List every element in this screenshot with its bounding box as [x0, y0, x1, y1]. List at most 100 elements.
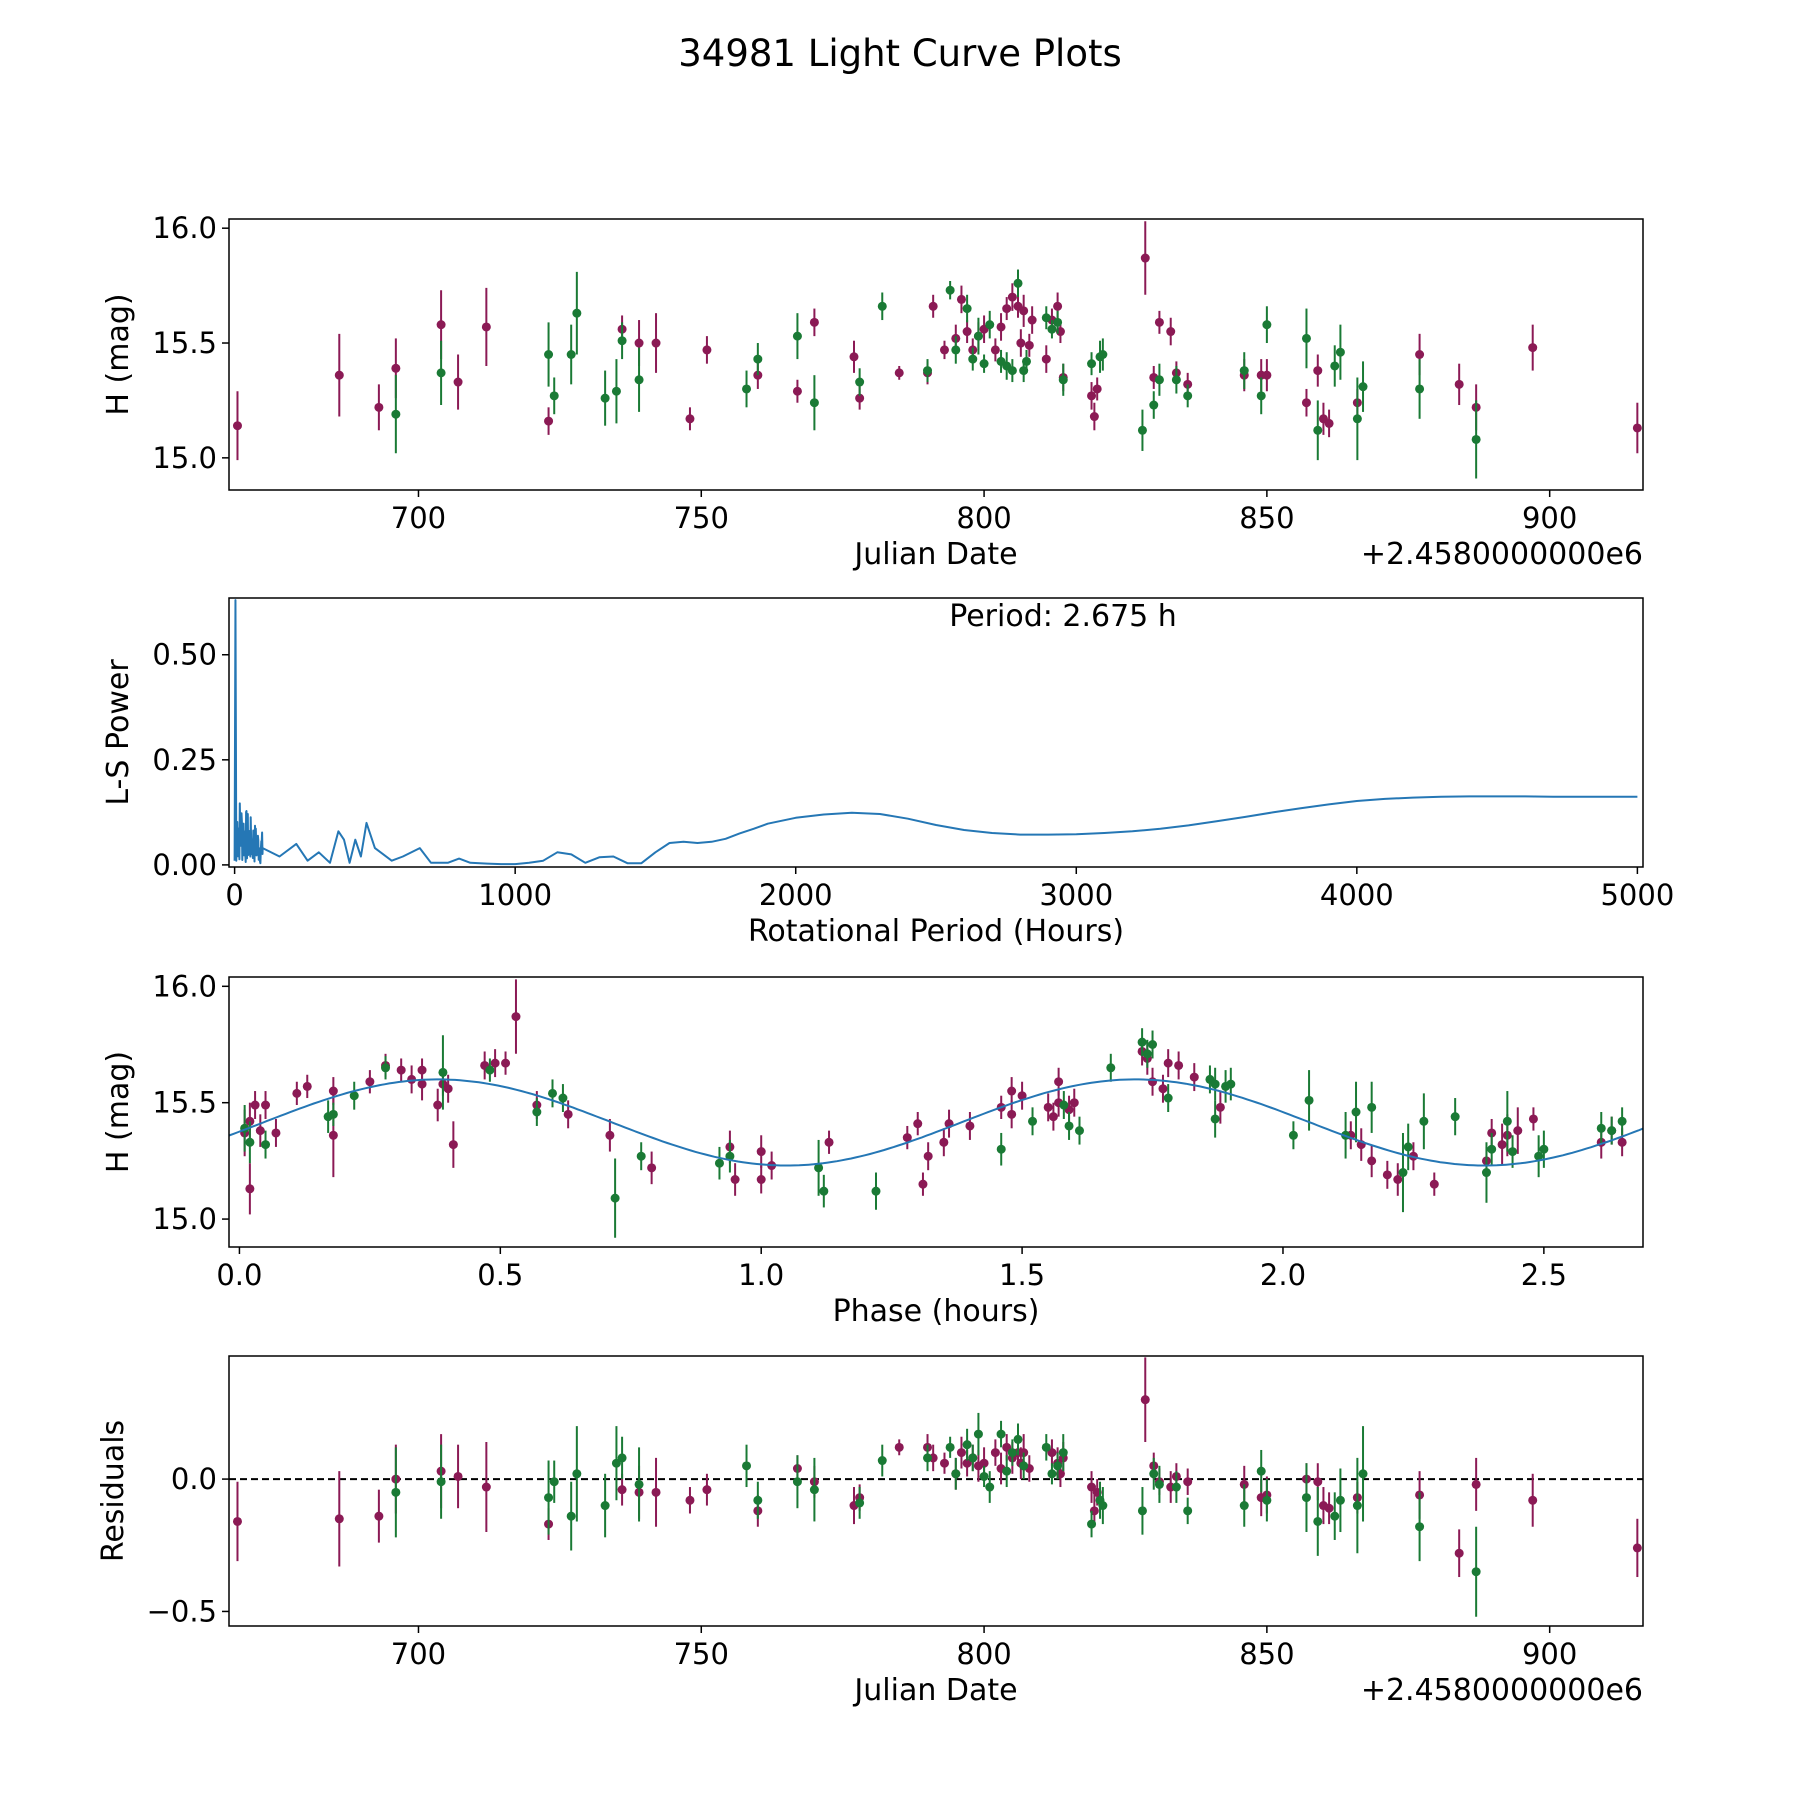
data-point	[685, 414, 695, 424]
data-point	[877, 1456, 887, 1466]
data-point	[1352, 414, 1362, 424]
y-tick-label: 0.0	[171, 1462, 217, 1496]
x-tick-label: 850	[1239, 1637, 1294, 1671]
axes-frame	[228, 1355, 1644, 1627]
plot-area	[233, 599, 1638, 866]
data-point	[563, 1109, 573, 1119]
data-point	[1183, 1477, 1193, 1487]
data-point	[1041, 1442, 1051, 1452]
data-point	[809, 1485, 819, 1495]
data-point	[391, 1487, 401, 1497]
axes-frame	[228, 218, 1644, 491]
data-point	[544, 416, 554, 426]
data-point	[572, 1469, 582, 1479]
data-point	[1007, 1086, 1017, 1096]
data-point	[1002, 304, 1012, 314]
data-point	[566, 350, 576, 359]
x-tick-label: 700	[391, 501, 446, 535]
data-point	[1262, 1495, 1272, 1505]
plot-area	[229, 979, 1643, 1238]
data-point	[647, 1163, 657, 1173]
y-axis-label: L-S Power	[101, 659, 136, 806]
data-point	[702, 345, 712, 355]
data-point	[990, 1448, 1000, 1458]
data-point	[945, 285, 955, 295]
data-point	[1471, 1567, 1481, 1577]
data-point	[1239, 366, 1249, 376]
x-axis-label: Julian Date	[852, 1673, 1017, 1708]
series-r	[232, 221, 1642, 461]
data-point	[544, 350, 554, 359]
data-point	[250, 1100, 260, 1110]
data-point	[1158, 1084, 1168, 1094]
data-point	[1403, 1142, 1413, 1152]
data-point	[617, 336, 627, 346]
data-point	[894, 368, 904, 378]
data-point	[549, 391, 559, 401]
data-point	[1149, 400, 1159, 410]
data-point	[792, 386, 802, 396]
data-point	[443, 1084, 453, 1094]
data-point	[1137, 425, 1147, 435]
data-point	[1324, 418, 1334, 428]
data-point	[939, 1137, 949, 1147]
data-point	[792, 1477, 802, 1487]
data-point	[1058, 375, 1068, 385]
data-point	[1007, 292, 1017, 302]
data-point	[1288, 1130, 1298, 1140]
data-point	[617, 1453, 627, 1463]
data-point	[1215, 1102, 1225, 1112]
data-point	[1171, 375, 1181, 385]
data-point	[968, 354, 978, 364]
data-point	[973, 1429, 983, 1439]
data-point	[1301, 1493, 1311, 1503]
x-axis-label: Rotational Period (Hours)	[748, 914, 1124, 949]
data-point	[990, 345, 1000, 355]
data-point	[1313, 425, 1323, 435]
data-point	[996, 1429, 1006, 1439]
x-offset-label: +2.4580000000e6	[1361, 1673, 1643, 1708]
data-point	[617, 1485, 627, 1495]
data-point	[1487, 1144, 1497, 1154]
y-tick-label: 0.50	[152, 638, 217, 672]
data-point	[292, 1088, 302, 1098]
data-point	[1534, 1151, 1544, 1161]
data-point	[1087, 1519, 1097, 1529]
data-point	[1481, 1168, 1491, 1178]
data-point	[417, 1079, 427, 1089]
data-point	[1142, 1049, 1152, 1059]
data-point	[334, 1514, 344, 1524]
x-tick-label: 800	[956, 1637, 1011, 1671]
x-tick-label: 2.5	[1521, 1258, 1567, 1292]
y-tick-label: 16.0	[152, 969, 217, 1003]
data-point	[1163, 1058, 1173, 1068]
data-point	[1041, 313, 1051, 323]
data-point	[328, 1109, 338, 1119]
data-point	[1154, 1479, 1164, 1489]
data-point	[1019, 306, 1029, 316]
data-point	[1256, 391, 1266, 401]
x-tick-label: 5000	[1600, 878, 1674, 912]
data-point	[1262, 320, 1272, 330]
data-point	[1154, 375, 1164, 385]
data-point	[1313, 366, 1323, 376]
data-point	[611, 1458, 621, 1468]
data-point	[485, 1065, 495, 1075]
data-point	[814, 1163, 824, 1173]
x-tick-label: 750	[674, 501, 729, 535]
data-point	[956, 294, 966, 304]
axes-frame	[228, 976, 1644, 1248]
figure-title: 34981 Light Curve Plots	[678, 32, 1122, 75]
data-point	[1106, 1063, 1116, 1073]
data-point	[1087, 391, 1097, 401]
data-point	[1335, 1495, 1345, 1505]
data-point	[918, 1179, 928, 1189]
data-point	[1054, 1077, 1064, 1087]
data-point	[1528, 1495, 1538, 1505]
data-point	[1019, 1461, 1029, 1471]
data-point	[245, 1184, 255, 1194]
data-point	[328, 1086, 338, 1096]
data-point	[756, 1175, 766, 1184]
data-point	[1140, 253, 1150, 263]
period-annotation: Period: 2.675 h	[949, 599, 1177, 634]
